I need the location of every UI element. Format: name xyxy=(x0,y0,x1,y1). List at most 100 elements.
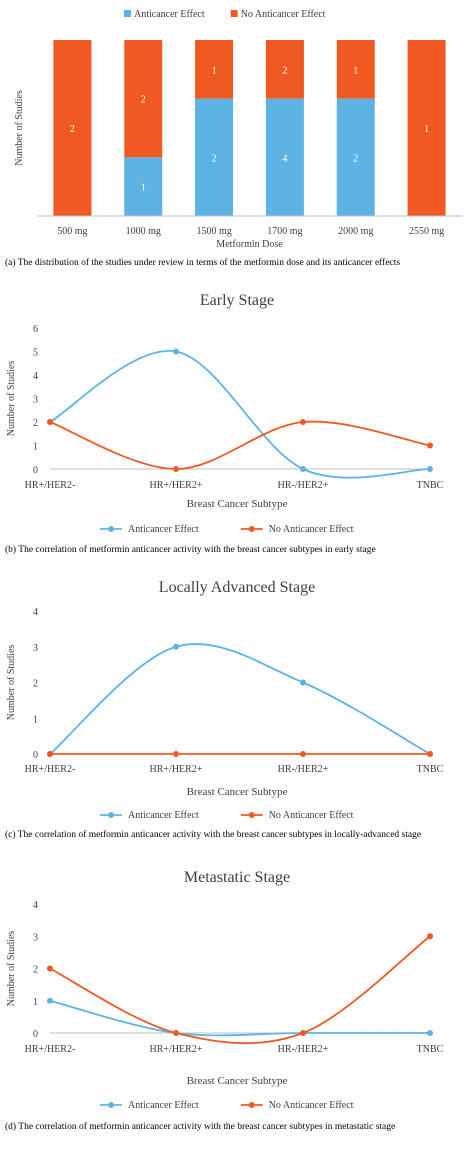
bar-value-label: 2 xyxy=(70,124,75,135)
data-point-no-anticancer xyxy=(47,419,53,425)
bar-value-label: 1 xyxy=(141,183,146,194)
legend-marker-anticancer xyxy=(108,1102,114,1108)
data-point-no-anticancer xyxy=(173,1030,179,1036)
bar-segment xyxy=(195,98,234,216)
y-tick-label: 1 xyxy=(33,442,38,453)
bar-segment xyxy=(336,40,375,99)
x-axis-title: Metformin Dose xyxy=(216,239,283,250)
bar-value-label: 1 xyxy=(424,124,429,135)
y-axis-title: Number of Studies xyxy=(14,90,25,166)
x-tick-label: 1500 mg xyxy=(196,226,231,237)
y-axis-title: Number of Studies xyxy=(6,361,17,437)
x-tick-label: TNBC xyxy=(417,1044,444,1055)
bar-value-label: 2 xyxy=(353,153,358,164)
x-tick-label: 2550 mg xyxy=(409,226,444,237)
data-point-no-anticancer xyxy=(300,419,306,425)
x-tick-label: HR-/HER2+ xyxy=(278,764,329,775)
x-tick-label: HR+/HER2- xyxy=(25,1044,76,1055)
y-tick-label: 1 xyxy=(33,714,38,725)
y-tick-label: 6 xyxy=(33,324,38,335)
x-tick-label: HR+/HER2- xyxy=(25,480,76,491)
bar-segment xyxy=(124,157,163,216)
legend-label-no-anticancer: No Anticancer Effect xyxy=(269,810,354,821)
legend-label-anticancer: Anticancer Effect xyxy=(128,810,199,821)
bar-segment xyxy=(124,40,163,158)
y-tick-label: 3 xyxy=(33,643,38,654)
bar-value-label: 1 xyxy=(353,65,358,76)
bar-segment xyxy=(195,40,234,99)
legend-marker-no-anticancer xyxy=(248,812,255,818)
y-tick-label: 2 xyxy=(33,418,38,429)
data-point-no-anticancer xyxy=(173,751,179,757)
data-point-anticancer xyxy=(300,679,306,686)
y-tick-label: 0 xyxy=(33,750,38,761)
data-point-anticancer xyxy=(47,997,53,1004)
y-tick-label: 4 xyxy=(33,371,38,382)
x-tick-label: HR+/HER2+ xyxy=(150,764,203,775)
x-tick-label: 2000 mg xyxy=(338,226,373,237)
y-tick-label: 4 xyxy=(33,900,38,911)
y-tick-label: 3 xyxy=(33,932,38,943)
series-line-anticancer xyxy=(49,999,430,1037)
bar-value-label: 2 xyxy=(282,65,287,76)
data-point-anticancer xyxy=(300,466,306,472)
data-point-no-anticancer xyxy=(427,751,433,757)
data-point-no-anticancer xyxy=(47,965,53,972)
y-tick-label: 1 xyxy=(33,997,38,1008)
x-tick-label: TNBC xyxy=(417,764,444,775)
series-line-no-anticancer xyxy=(49,935,431,1045)
legend-label-anticancer: Anticancer Effect xyxy=(128,1100,199,1111)
x-tick-label: HR-/HER2+ xyxy=(278,480,329,491)
x-tick-label: HR+/HER2- xyxy=(25,764,76,775)
chart-title: Locally Advanced Stage xyxy=(159,579,315,596)
y-axis-title: Number of Studies xyxy=(6,645,17,721)
data-point-anticancer xyxy=(427,1030,433,1036)
legend-marker-anticancer xyxy=(108,526,114,532)
legend-swatch-no-anticancer xyxy=(230,10,238,17)
legend-label-anticancer: Anticancer Effect xyxy=(134,9,205,20)
bar-value-label: 1 xyxy=(212,65,217,76)
bar-segment xyxy=(265,40,304,99)
x-tick-label: HR+/HER2+ xyxy=(150,1044,203,1055)
y-tick-label: 3 xyxy=(33,395,38,406)
x-tick-label: HR+/HER2+ xyxy=(150,480,203,491)
series-line-anticancer xyxy=(49,350,431,479)
bar-value-label: 2 xyxy=(141,95,146,106)
legend-marker-no-anticancer xyxy=(248,1102,255,1108)
x-tick-label: 1000 mg xyxy=(126,226,161,237)
caption-a: (a) The distribution of the studies unde… xyxy=(5,258,401,268)
caption-d: (d) The correlation of metformin antican… xyxy=(5,1122,396,1132)
chart-title: Early Stage xyxy=(200,292,274,309)
legend-label-no-anticancer: No Anticancer Effect xyxy=(269,524,354,535)
x-tick-label: 500 mg xyxy=(57,226,87,237)
y-tick-label: 5 xyxy=(33,348,38,359)
y-axis-title: Number of Studies xyxy=(6,931,17,1007)
x-tick-label: 1700 mg xyxy=(267,226,302,237)
y-tick-label: 2 xyxy=(33,965,38,976)
series-line-no-anticancer xyxy=(49,420,431,470)
bar-segment xyxy=(265,98,304,216)
legend-label-no-anticancer: No Anticancer Effect xyxy=(269,1100,354,1111)
legend-marker-anticancer xyxy=(108,812,114,818)
data-point-no-anticancer xyxy=(300,1030,306,1036)
caption-b: (b) The correlation of metformin antican… xyxy=(5,545,376,555)
x-axis-title: Breast Cancer Subtype xyxy=(187,498,288,510)
data-point-anticancer xyxy=(427,466,433,472)
y-tick-label: 0 xyxy=(33,1029,38,1040)
caption-c: (c) The correlation of metformin antican… xyxy=(5,830,422,840)
y-tick-label: 2 xyxy=(33,679,38,690)
data-point-no-anticancer xyxy=(173,466,179,472)
bar-segment xyxy=(53,40,92,216)
chart-title: Metastatic Stage xyxy=(184,869,290,886)
legend-swatch-anticancer xyxy=(124,10,131,17)
data-point-no-anticancer xyxy=(300,751,306,757)
bar-value-label: 4 xyxy=(282,153,287,164)
data-point-no-anticancer xyxy=(427,933,433,940)
legend-label-anticancer: Anticancer Effect xyxy=(128,524,199,535)
legend-label-no-anticancer: No Anticancer Effect xyxy=(241,9,326,20)
y-tick-label: 0 xyxy=(33,465,38,476)
data-point-anticancer xyxy=(173,348,179,355)
bar-value-label: 2 xyxy=(212,153,217,164)
data-point-no-anticancer xyxy=(47,751,53,757)
